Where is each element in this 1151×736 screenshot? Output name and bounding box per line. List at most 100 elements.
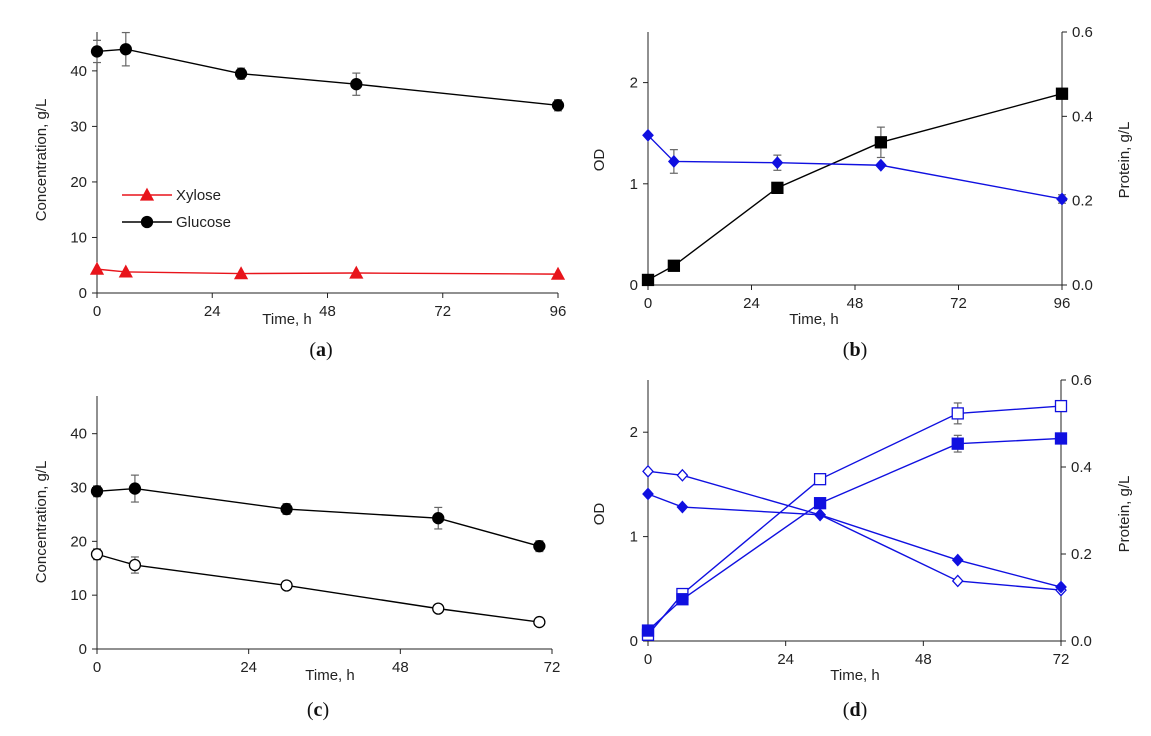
- panel-label: (c): [307, 699, 329, 721]
- panel-label-open-paren: (: [307, 699, 314, 721]
- y2-tick-label: 0.2: [1072, 193, 1093, 210]
- x-tick-label: 0: [93, 303, 101, 320]
- y-axis-title: Concentration, g/L: [33, 99, 50, 222]
- chart-panel-a: 0 24 48 72 96 0 10 20 30 40 Time, h Concentration, …: [33, 31, 566, 361]
- data-point: [119, 43, 132, 56]
- y-tick-label: 0: [79, 641, 87, 658]
- data-point: [432, 602, 445, 615]
- series-od-open-squares: [641, 399, 1068, 641]
- series-line: [96, 553, 540, 623]
- data-point: [280, 502, 293, 516]
- y-tick-label: 20: [70, 174, 87, 191]
- data-point: [1054, 399, 1068, 413]
- data-point: [90, 485, 104, 498]
- y-tick-label: 1: [630, 176, 638, 193]
- data-point: [813, 497, 827, 510]
- x-axis-title: Time, h: [789, 311, 838, 328]
- x-tick-label: 96: [1054, 295, 1071, 312]
- data-point: [874, 158, 887, 172]
- data-point: [349, 265, 364, 279]
- y2-tick-label: 0.4: [1072, 108, 1093, 125]
- y-tick-label: 2: [630, 424, 638, 441]
- data-point: [533, 540, 546, 553]
- panel-label-open-paren: (: [843, 339, 850, 361]
- data-point: [89, 261, 105, 275]
- panel-label-letter: a: [316, 339, 326, 361]
- series-line: [647, 134, 1063, 200]
- series-open-circles: [90, 548, 546, 629]
- y-axis-title: Concentration, g/L: [33, 461, 50, 584]
- series-glucose: [90, 31, 565, 112]
- data-point: [128, 558, 142, 572]
- y-tick-label: 40: [70, 63, 87, 80]
- x-tick-label: 72: [544, 659, 561, 676]
- x-tick-label: 72: [950, 295, 967, 312]
- y2-tick-label: 0.0: [1071, 633, 1092, 650]
- data-point: [550, 266, 566, 280]
- data-point: [280, 579, 293, 592]
- x-tick-label: 48: [392, 659, 409, 676]
- data-point: [233, 266, 249, 280]
- y-tick-label: 0: [79, 285, 87, 302]
- x-tick-label: 24: [743, 295, 760, 312]
- y-tick-label: 1: [630, 529, 638, 546]
- data-point: [667, 259, 681, 272]
- panel-label-letter: c: [314, 699, 323, 721]
- y2-tick-label: 0.4: [1071, 459, 1092, 476]
- y-tick-label: 0: [630, 277, 638, 294]
- panel-label-close-paren: ): [861, 339, 868, 361]
- data-point: [642, 128, 654, 142]
- chart-panel-c: 0 24 48 72 0 10 20 30 40 Time, h Concentration, g/…: [33, 396, 560, 721]
- x-tick-label: 0: [93, 659, 101, 676]
- series-line: [647, 470, 1062, 591]
- x-tick-label: 72: [434, 303, 451, 320]
- x-axis-title: Time, h: [262, 311, 311, 328]
- y-axis-title: OD: [591, 149, 608, 172]
- panel-label-close-paren: ): [861, 699, 868, 721]
- x-tick-label: 48: [915, 651, 932, 668]
- data-point: [667, 154, 680, 168]
- series-line: [96, 487, 540, 547]
- y2-tick-label: 0.0: [1072, 277, 1093, 294]
- data-point: [234, 67, 248, 80]
- x-tick-label: 24: [777, 651, 794, 668]
- chart-panel-d: 0 24 48 72 0 1 2 0.0 0.2 0.4 0.6 Time, h OD Protein, …: [591, 372, 1133, 721]
- panel-label: (a): [309, 339, 332, 361]
- data-point: [1054, 432, 1068, 445]
- panel-label-letter: d: [849, 699, 860, 721]
- y-tick-label: 10: [70, 587, 87, 604]
- data-point: [951, 574, 964, 588]
- series-line: [647, 405, 1062, 636]
- y-tick-label: 10: [70, 229, 87, 246]
- data-point: [90, 45, 104, 58]
- series-line: [647, 493, 1062, 588]
- data-point: [533, 615, 546, 629]
- panel-label-letter: b: [849, 339, 860, 361]
- data-point: [951, 553, 964, 567]
- data-point: [642, 487, 654, 501]
- y2-axis-title: Protein, g/L: [1116, 122, 1133, 199]
- panel-label-close-paren: ): [322, 699, 329, 721]
- x-axis-title: Time, h: [305, 667, 354, 684]
- series-od: [641, 87, 1069, 287]
- x-tick-label: 0: [644, 295, 652, 312]
- data-point: [641, 624, 655, 637]
- data-point: [641, 273, 655, 287]
- data-point: [118, 264, 133, 278]
- data-point: [814, 508, 826, 522]
- data-point: [1056, 192, 1068, 206]
- data-point: [676, 593, 689, 606]
- series-filled-circles: [90, 474, 546, 553]
- data-point: [951, 437, 964, 450]
- series-xylose: [89, 261, 566, 280]
- y-tick-label: 2: [630, 75, 638, 92]
- y-axis-title: OD: [591, 503, 608, 526]
- data-point: [813, 473, 827, 486]
- data-point: [951, 407, 964, 420]
- y-tick-label: 20: [70, 533, 87, 550]
- data-point: [874, 136, 888, 149]
- series-line: [96, 48, 559, 106]
- panel-label: (b): [843, 339, 867, 361]
- y-tick-label: 30: [70, 118, 87, 135]
